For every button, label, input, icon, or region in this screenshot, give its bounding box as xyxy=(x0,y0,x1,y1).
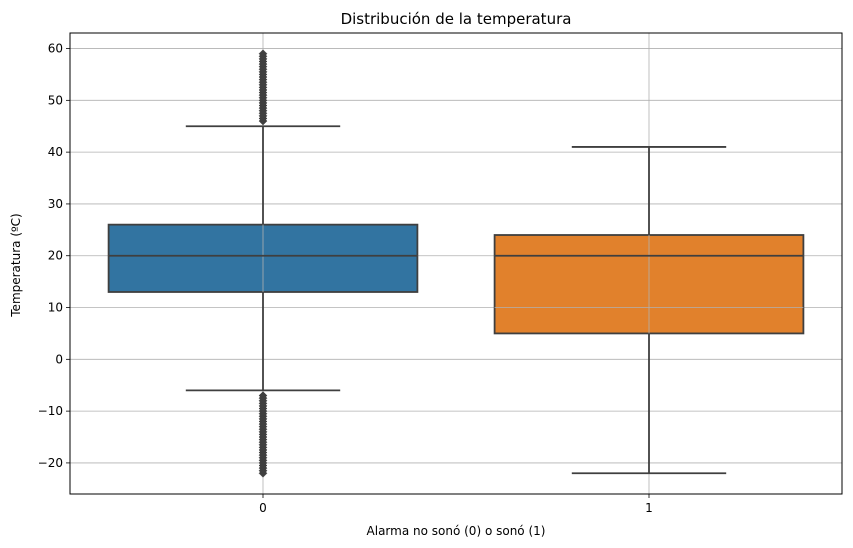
x-tick-label: 1 xyxy=(645,501,653,515)
x-tick-label: 0 xyxy=(259,501,267,515)
box-group-1 xyxy=(493,146,805,475)
outlier-marker xyxy=(258,49,268,59)
outlier-marker xyxy=(258,468,268,478)
y-tick-label: 50 xyxy=(48,93,63,107)
y-tick-label: 10 xyxy=(48,301,63,315)
y-tick-label: 40 xyxy=(48,145,63,159)
y-tick-label: −20 xyxy=(38,456,63,470)
y-axis-label: Temperatura (ºC) xyxy=(9,213,23,317)
y-tick-label: 30 xyxy=(48,197,63,211)
y-tick-label: 0 xyxy=(55,352,63,366)
boxes xyxy=(107,49,805,478)
x-axis-label: Alarma no sonó (0) o sonó (1) xyxy=(367,524,546,538)
y-tick-label: 60 xyxy=(48,42,63,56)
chart-title: Distribución de la temperatura xyxy=(341,10,572,28)
y-tick-label: −10 xyxy=(38,404,63,418)
box-group-0 xyxy=(107,49,419,478)
plot-frame xyxy=(69,32,843,495)
axes: 60 50 40 30 20 10 0 −10 −20 0 1 xyxy=(38,42,653,515)
y-tick-label: 20 xyxy=(48,249,63,263)
